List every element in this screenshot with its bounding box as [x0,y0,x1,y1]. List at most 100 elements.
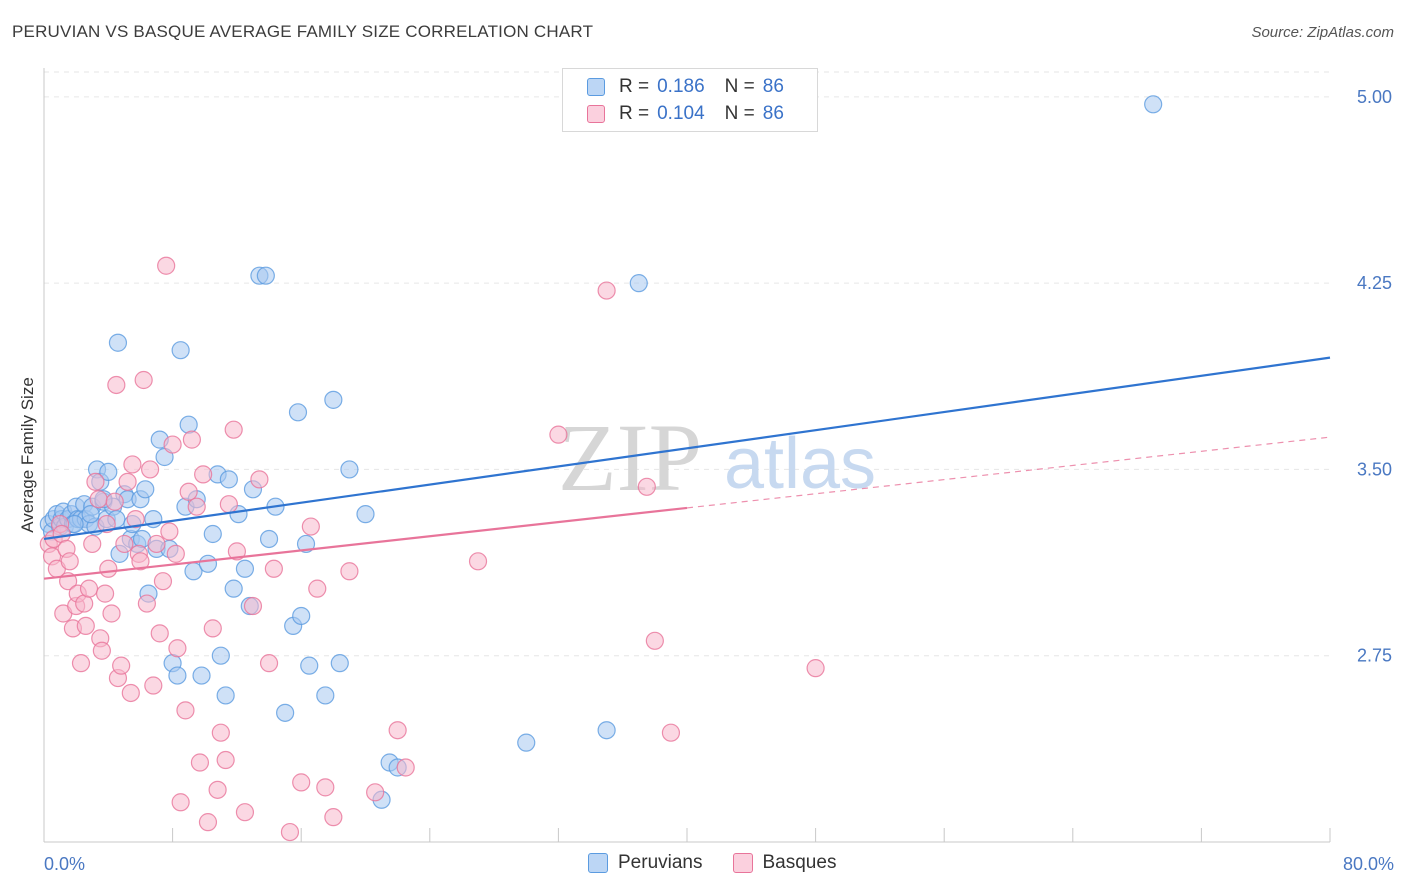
y-tick-label: 4.25 [1357,273,1392,293]
peruvian-point [256,266,275,285]
basque-point [123,455,142,474]
legend-row-peruvians: R = 0.186 N = 86 [587,76,784,98]
basque-point [179,482,198,501]
legend-swatch-basques [587,105,605,123]
basque-point [76,616,95,636]
peruvian-trend-line [43,356,1331,541]
peruvian-point [517,733,536,752]
basque-point [396,758,415,777]
peruvian-point [340,460,359,479]
peruvian-point [81,505,100,524]
basque-point [71,654,91,673]
basque-point [637,477,656,496]
basque-point [208,780,227,799]
peruvian-point [108,333,128,352]
basque-point [316,778,335,797]
basque-point [150,624,169,643]
legend-n-label: N = [724,76,755,97]
basque-point [280,822,300,842]
peruvian-point [211,646,230,665]
peruvian-point [99,462,118,482]
legend-swatch-peruvians [587,78,605,96]
basque-point [134,370,153,390]
basque-point [163,435,182,454]
basque-point [227,542,246,561]
basque-point [157,256,176,275]
legend-swatch-basques [732,853,753,873]
legend-label-basques: Basques [762,852,837,873]
basque-point [112,656,131,675]
legend-row-basques: R = 0.104 N = 86 [587,103,784,125]
legend-n-value: 86 [762,103,784,124]
basque-point [102,604,121,623]
basque-point [190,753,210,772]
basque-point [171,793,190,812]
basque-point [324,808,343,827]
peruvian-point [235,559,255,578]
peruvian-point [203,524,222,544]
basque-point [203,619,222,638]
peruvian-point [216,686,235,705]
basque-point [121,683,140,703]
source-label: Source: ZipAtlas.com [1251,24,1394,41]
watermark-atlas: atlas [724,424,876,504]
basque-point [83,534,102,554]
basque-point [166,544,185,563]
basque-point [235,803,255,822]
basque-point [147,534,166,554]
basque-point [549,425,568,444]
peruvian-point [276,703,295,722]
peruvian-point [597,721,616,740]
peruvian-point [330,654,349,673]
peruvian-point [259,529,279,549]
basque-point [292,773,311,792]
basque-point [301,517,320,536]
peruvian-point [300,656,319,675]
peruvian-point [292,606,311,626]
basque-point [366,783,385,802]
peruvian-point [288,403,308,422]
basque-point [97,514,116,534]
basque-point [153,572,173,591]
basque-point [243,596,263,616]
basque-point [194,465,213,484]
legend-r-label: R = [619,103,650,124]
basque-point [264,559,283,578]
watermark: ZIP atlas [558,404,876,511]
basque-point [224,420,243,439]
peruvian-point [136,480,155,499]
trend-lines [43,356,1331,580]
basque-point [176,701,195,720]
basque-point [198,813,218,832]
legend-n-value: 86 [762,76,784,97]
basque-point [92,641,111,660]
basque-point [216,750,235,770]
basque-trend-line [43,506,688,580]
y-axis-title: Average Family Size [18,377,37,533]
basque-point [99,559,118,578]
legend-item-peruvians[interactable]: Peruvians [588,852,703,874]
series-legend: Peruvians Basques [588,852,866,874]
axis-labels: 2.75 3.50 4.25 5.00 0.0% 80.0% Average Family … [18,87,1394,874]
peruvian-point [219,470,238,489]
peruvian-point [316,686,335,705]
basque-point [126,509,145,529]
y-tick-label: 2.75 [1357,646,1392,666]
x-tick-label: 0.0% [44,854,85,874]
legend-swatch-peruvians [588,853,608,873]
basque-point [182,430,201,449]
peruvian-point [224,579,243,598]
basque-point [60,552,79,571]
basque-point [597,281,616,300]
basque-point [806,659,825,678]
peruvian-point [198,554,218,573]
basque-point [115,534,134,554]
basque-point [168,639,187,658]
basque-point [140,460,160,479]
y-tick-label: 5.00 [1357,87,1392,107]
legend-item-basques[interactable]: Basques [732,852,837,874]
peruvian-point [171,341,190,360]
stats-legend: R = 0.186 N = 86 R = 0.104 N = 86 [562,68,818,132]
basque-point [468,552,488,571]
